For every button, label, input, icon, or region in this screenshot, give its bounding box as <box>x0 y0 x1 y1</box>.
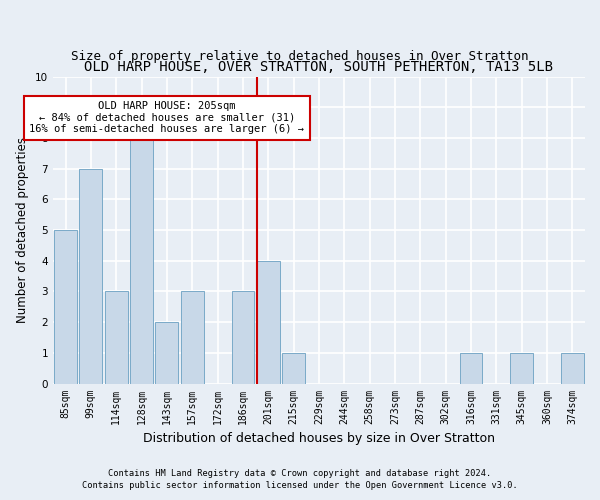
X-axis label: Distribution of detached houses by size in Over Stratton: Distribution of detached houses by size … <box>143 432 495 445</box>
Text: OLD HARP HOUSE: 205sqm
← 84% of detached houses are smaller (31)
16% of semi-det: OLD HARP HOUSE: 205sqm ← 84% of detached… <box>29 101 304 134</box>
Bar <box>257 261 280 384</box>
Bar <box>79 168 102 384</box>
Text: Contains HM Land Registry data © Crown copyright and database right 2024.
Contai: Contains HM Land Registry data © Crown c… <box>82 468 518 490</box>
Bar <box>232 292 254 384</box>
Bar <box>105 292 128 384</box>
Bar <box>155 322 178 384</box>
Bar <box>561 353 584 384</box>
Bar <box>130 138 153 384</box>
Text: Size of property relative to detached houses in Over Stratton: Size of property relative to detached ho… <box>71 50 529 63</box>
Y-axis label: Number of detached properties: Number of detached properties <box>16 137 29 323</box>
Bar <box>510 353 533 384</box>
Bar <box>460 353 482 384</box>
Title: OLD HARP HOUSE, OVER STRATTON, SOUTH PETHERTON, TA13 5LB: OLD HARP HOUSE, OVER STRATTON, SOUTH PET… <box>85 60 553 74</box>
Bar <box>54 230 77 384</box>
Bar <box>181 292 203 384</box>
Bar <box>282 353 305 384</box>
